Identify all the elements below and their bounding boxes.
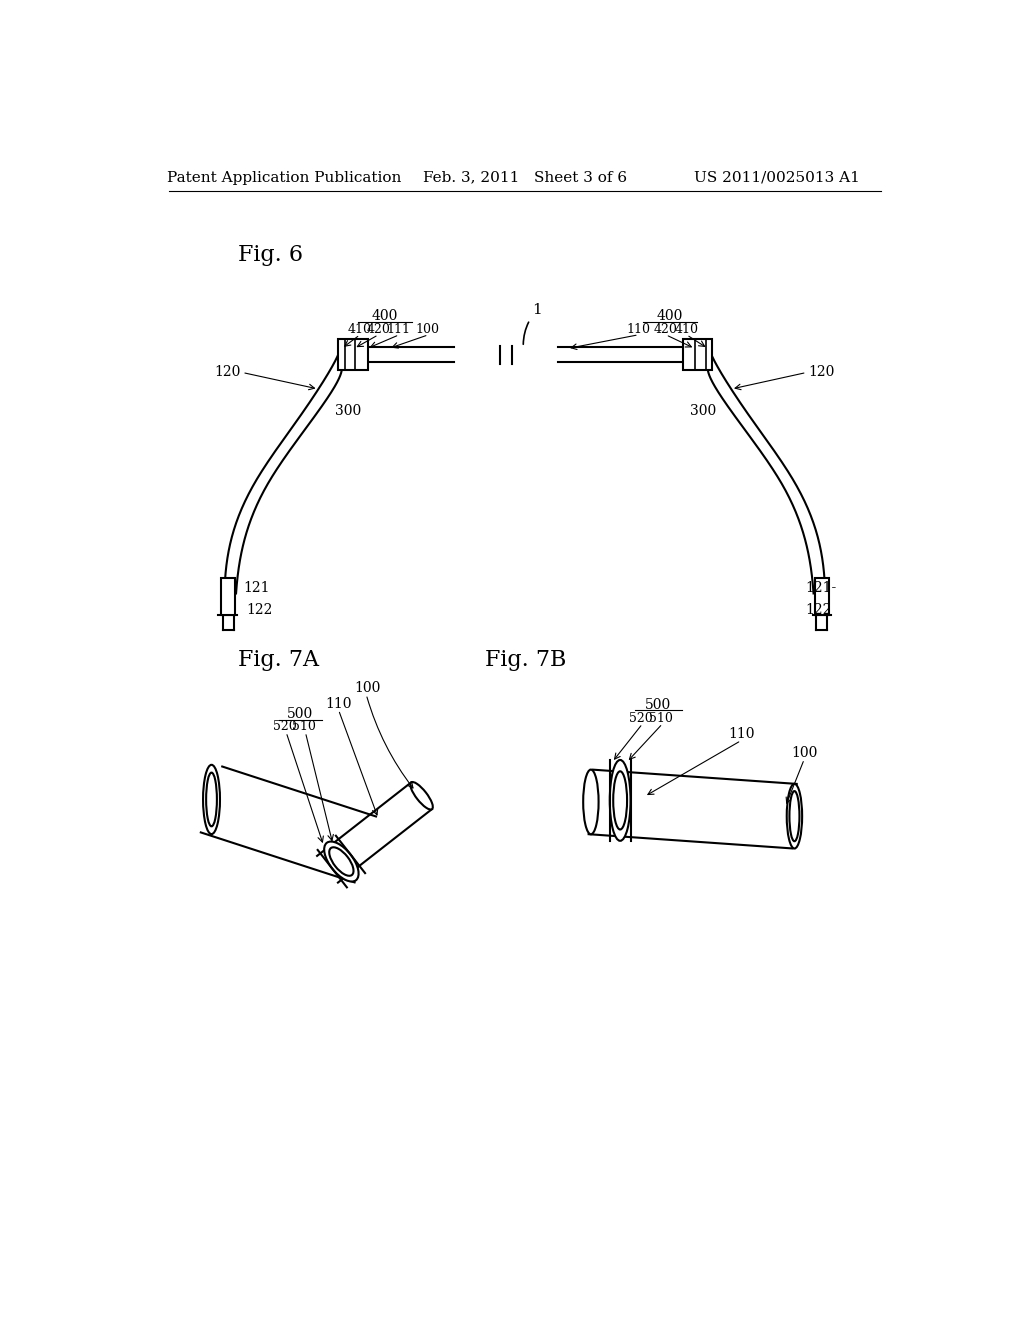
Text: 120: 120 bbox=[214, 366, 241, 379]
Text: 122: 122 bbox=[805, 603, 831, 618]
Text: Patent Application Publication: Patent Application Publication bbox=[167, 170, 401, 185]
Text: 121-: 121- bbox=[805, 581, 837, 595]
Text: 400: 400 bbox=[372, 309, 398, 323]
Ellipse shape bbox=[613, 771, 627, 829]
Text: 510: 510 bbox=[649, 711, 673, 725]
Text: 410: 410 bbox=[348, 323, 372, 335]
Text: 420: 420 bbox=[653, 323, 678, 335]
Text: 420: 420 bbox=[367, 323, 390, 335]
Text: Fig. 7B: Fig. 7B bbox=[484, 649, 566, 672]
Ellipse shape bbox=[325, 842, 358, 882]
Ellipse shape bbox=[786, 784, 802, 849]
Bar bbox=[220, 578, 234, 615]
Text: 122: 122 bbox=[246, 603, 272, 618]
Text: 520: 520 bbox=[629, 711, 653, 725]
Text: 300: 300 bbox=[690, 404, 717, 418]
Text: 120: 120 bbox=[808, 366, 835, 379]
Text: 520: 520 bbox=[272, 721, 296, 733]
Bar bbox=[339, 339, 368, 370]
Text: 121: 121 bbox=[244, 581, 270, 595]
Text: Fig. 7A: Fig. 7A bbox=[239, 649, 319, 672]
Text: 110: 110 bbox=[728, 727, 755, 742]
Text: 400: 400 bbox=[656, 309, 683, 323]
Bar bbox=[815, 578, 829, 615]
Bar bbox=[683, 339, 712, 370]
Text: 500: 500 bbox=[287, 708, 313, 721]
Text: 100: 100 bbox=[792, 746, 817, 760]
Text: 111: 111 bbox=[386, 323, 411, 335]
Text: US 2011/0025013 A1: US 2011/0025013 A1 bbox=[694, 170, 860, 185]
Text: Fig. 6: Fig. 6 bbox=[239, 244, 303, 265]
Ellipse shape bbox=[411, 781, 433, 809]
Text: Feb. 3, 2011   Sheet 3 of 6: Feb. 3, 2011 Sheet 3 of 6 bbox=[423, 170, 627, 185]
Text: 510: 510 bbox=[292, 721, 315, 733]
Text: 110: 110 bbox=[326, 697, 351, 710]
Text: 1: 1 bbox=[523, 304, 542, 345]
Ellipse shape bbox=[584, 770, 599, 834]
Ellipse shape bbox=[609, 760, 631, 841]
Ellipse shape bbox=[790, 791, 800, 841]
Text: 110: 110 bbox=[627, 323, 651, 335]
Text: 100: 100 bbox=[354, 681, 381, 696]
Ellipse shape bbox=[203, 764, 220, 834]
Ellipse shape bbox=[330, 847, 353, 875]
Text: 100: 100 bbox=[415, 323, 439, 335]
Text: 410: 410 bbox=[675, 323, 698, 335]
Text: 500: 500 bbox=[645, 698, 671, 711]
Ellipse shape bbox=[206, 772, 217, 826]
Text: 300: 300 bbox=[335, 404, 360, 418]
